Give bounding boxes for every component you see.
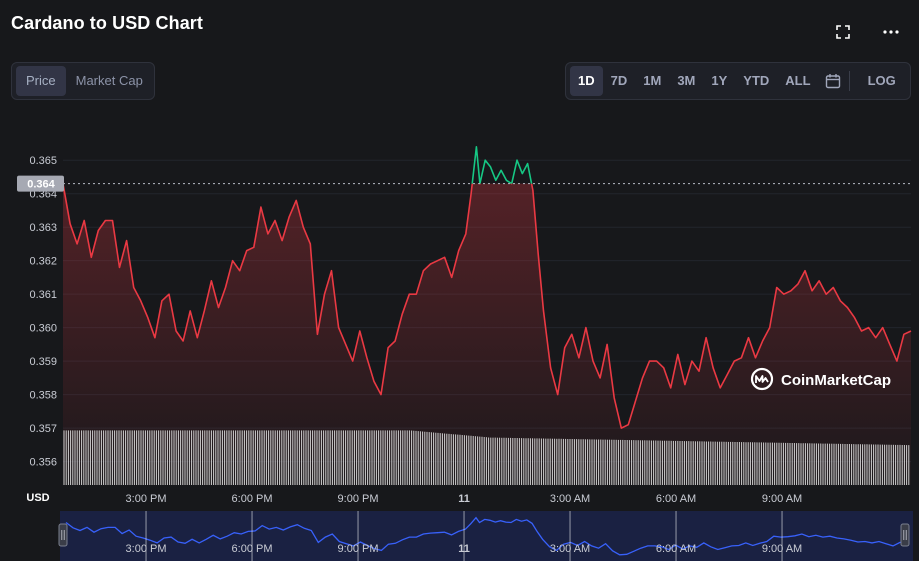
y-tick-label: 0.356	[29, 457, 57, 469]
y-tick-label: 0.362	[29, 256, 57, 268]
y-axis-ticks: 0.365 0.364 0.363 0.362 0.361 0.360 0.359 0.358…	[29, 155, 57, 468]
price-line	[62, 146, 912, 429]
navigator-tick-label: 9:00 AM	[762, 543, 802, 555]
y-tick-label: 0.357	[29, 423, 57, 435]
navigator-tick-label: 3:00 PM	[126, 543, 167, 555]
y-tick-label: 0.364	[29, 189, 57, 201]
y-tick-label: 0.363	[29, 222, 57, 234]
y-tick-label: 0.360	[29, 323, 57, 335]
chart-title: Cardano to USD Chart	[11, 13, 204, 33]
range-navigator[interactable]: 3:00 PM 6:00 PM 9:00 PM 11 3:00 AM 6:00 AM 9:0…	[58, 511, 913, 561]
more-horizontal-icon[interactable]	[879, 20, 903, 44]
y-axis-unit-label: USD	[26, 492, 49, 504]
navigator-tick-label: 6:00 PM	[232, 543, 273, 555]
volume-bars	[63, 430, 910, 485]
y-tick-label: 0.359	[29, 356, 57, 368]
reference-price: 0.364	[17, 175, 911, 192]
y-tick-label: 0.361	[29, 289, 57, 301]
navigator-tick-label: 11	[458, 543, 470, 555]
range-all[interactable]: ALL	[785, 73, 811, 88]
x-tick-label: 11	[458, 493, 470, 505]
navigator-tick-label: 6:00 AM	[656, 543, 696, 555]
coinmarketcap-logo-icon	[750, 367, 774, 391]
reference-price-label: 0.364	[27, 179, 55, 191]
navigator-tick-label: 3:00 AM	[550, 543, 590, 555]
navigator-tick-label: 9:00 PM	[338, 543, 379, 555]
x-tick-label: 3:00 AM	[550, 493, 590, 505]
watermark-text: CoinMarketCap	[781, 372, 891, 389]
range-ytd[interactable]: YTD	[743, 73, 770, 88]
range-3m[interactable]: 3M	[677, 73, 696, 88]
navigator-handle-right[interactable]	[900, 523, 910, 547]
price-line-down	[62, 183, 912, 429]
calendar-icon[interactable]	[819, 66, 847, 96]
range-1y[interactable]: 1Y	[711, 73, 728, 88]
x-tick-label: 6:00 PM	[232, 493, 273, 505]
price-area	[63, 183, 911, 485]
price-marketcap-toggle: Price Market Cap	[11, 62, 155, 100]
x-axis-ticks: 3:00 PM 6:00 PM 9:00 PM 11 3:00 AM 6:00 AM 9:0…	[126, 493, 803, 505]
range-1m[interactable]: 1M	[643, 73, 662, 88]
x-tick-label: 9:00 PM	[338, 493, 379, 505]
fullscreen-icon[interactable]	[831, 20, 855, 44]
price-line-up	[63, 146, 533, 184]
range-7d[interactable]: 7D	[610, 73, 628, 88]
y-tick-label: 0.365	[29, 155, 57, 167]
log-scale-toggle[interactable]: LOG	[867, 73, 896, 88]
range-1d[interactable]: 1D	[570, 66, 603, 96]
reference-price-badge	[17, 175, 64, 192]
x-tick-label: 9:00 AM	[762, 493, 802, 505]
range-divider	[848, 71, 850, 91]
toggle-price[interactable]: Price	[16, 66, 66, 96]
price-area-fill	[63, 183, 911, 485]
navigator-handle-left[interactable]	[58, 523, 68, 547]
time-range-selector: 1D 7D 1M 3M 1Y YTD ALL LOG	[565, 62, 911, 100]
x-tick-label: 6:00 AM	[656, 493, 696, 505]
navigator-line	[65, 516, 908, 556]
y-tick-label: 0.358	[29, 390, 57, 402]
coinmarketcap-watermark: CoinMarketCap	[750, 367, 891, 391]
x-tick-label: 3:00 PM	[126, 493, 167, 505]
toggle-market-cap[interactable]: Market Cap	[75, 73, 143, 88]
